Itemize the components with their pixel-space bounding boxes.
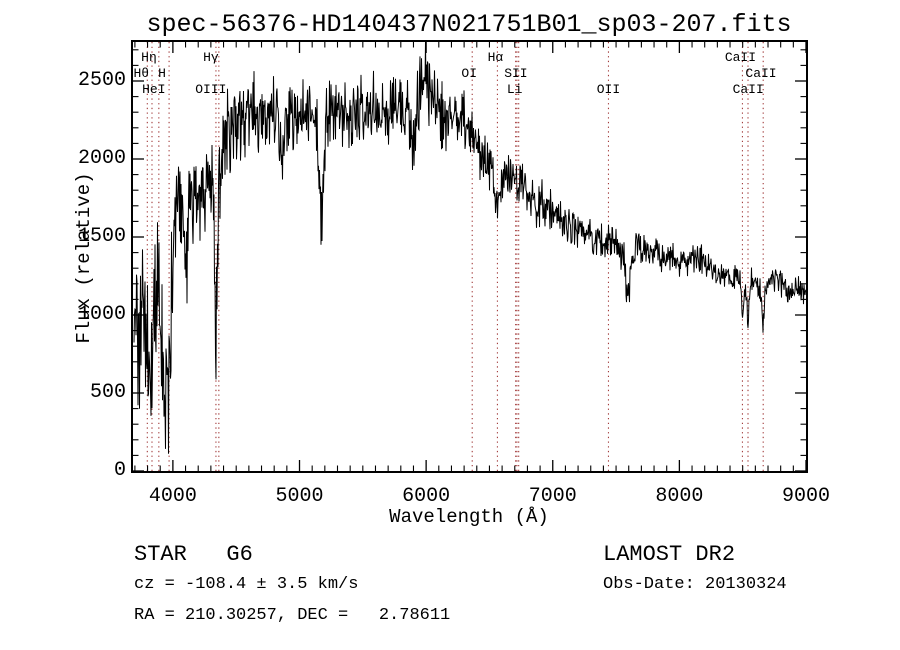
spectral-line-label: CaII [732, 82, 764, 97]
x-tick-label: 8000 [655, 485, 704, 508]
spectral-line-label: OI [461, 66, 478, 81]
spectral-line-label: CaII [724, 50, 757, 65]
obs-date-label: Obs-Date: 20130324 [603, 575, 787, 594]
x-tick-label: 7000 [528, 485, 577, 508]
x-tick-label: 9000 [781, 485, 831, 508]
x-axis-label: Wavelength (Å) [389, 506, 549, 528]
x-tick-label: 6000 [402, 485, 451, 508]
spectral-line-label: Hα [487, 50, 504, 65]
spectral-line-label: SII [504, 66, 528, 81]
spectral-line-label: HeI [142, 82, 166, 97]
y-tick-label: 0 [113, 459, 126, 482]
y-tick-label: 1500 [77, 225, 126, 248]
spectral-line-label: Li [506, 82, 523, 97]
plot-box [131, 40, 808, 473]
spectral-line-label: Hη [141, 50, 157, 65]
y-tick-label: 500 [89, 381, 126, 404]
x-tick-label: 5000 [275, 485, 324, 508]
spectral-line-label: OII [596, 82, 621, 97]
spectral-line-label: H [158, 66, 166, 81]
spectral-line-label: Hγ [203, 50, 219, 65]
y-tick-label: 1000 [77, 303, 126, 326]
spectral-line-label: Hθ [133, 66, 150, 81]
plot-title: spec-56376-HD140437N021751B01_sp03-207.f… [146, 10, 792, 39]
spectral-line-label: CaII [745, 66, 777, 81]
x-tick-label: 4000 [148, 485, 197, 508]
ra-dec-label: RA = 210.30257, DEC = 2.78611 [134, 606, 451, 625]
y-tick-label: 2500 [77, 69, 126, 92]
spectral-line-label: OIII [195, 82, 227, 97]
object-class-label: STAR G6 [134, 542, 253, 567]
survey-label: LAMOST DR2 [603, 542, 736, 567]
y-tick-label: 2000 [77, 147, 126, 170]
spectrum-trace [133, 41, 807, 454]
radial-velocity-label: cz = -108.4 ± 3.5 km/s [134, 575, 359, 594]
